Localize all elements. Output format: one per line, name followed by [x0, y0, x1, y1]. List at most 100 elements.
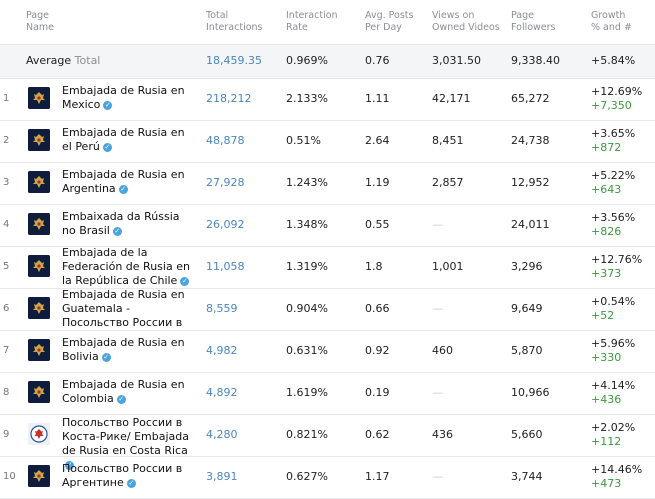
page-name-text: Embaixada da Rússia no Brasil	[62, 210, 180, 237]
growth-absolute: +7,350	[591, 99, 632, 112]
header-page-name[interactable]: Page Name	[26, 10, 54, 34]
page-name[interactable]: Посольство России в Аргентине ✓	[62, 462, 192, 490]
average-total-interactions[interactable]: 18,459.35	[206, 54, 262, 67]
page-avatar[interactable]	[28, 381, 50, 403]
page-followers: 3,744	[511, 470, 543, 483]
growth-absolute: +872	[591, 141, 622, 154]
average-sublabel: Total	[74, 54, 101, 67]
interaction-rate: 0.51%	[286, 134, 321, 147]
total-interactions[interactable]: 218,212	[206, 92, 252, 105]
total-interactions[interactable]: 11,058	[206, 260, 245, 273]
table-row[interactable]: 5 Embajada de la Federación de Rusia en l…	[0, 246, 655, 289]
page-name-text: Посольство России в Аргентине	[62, 462, 183, 489]
page-name[interactable]: Embajada de Rusia en Colombia ✓	[62, 378, 192, 406]
page-avatar[interactable]	[28, 339, 50, 361]
page-followers: 5,870	[511, 344, 543, 357]
growth-percent: +14.46%	[591, 463, 643, 476]
page-name-text: Embajada de Rusia en Mexico	[62, 84, 185, 111]
interaction-rate: 1.348%	[286, 218, 328, 231]
header-text: Owned Videos	[432, 22, 500, 33]
growth-absolute: +112	[591, 435, 622, 448]
table-row[interactable]: 8 Embajada de Rusia en Colombia ✓ 4,892 1.61…	[0, 372, 655, 415]
header-text: Total	[206, 10, 229, 21]
table-row[interactable]: 10 Посольство России в Аргентине ✓ 3,891 0.6…	[0, 456, 655, 499]
views-owned-videos: 8,451	[432, 134, 464, 147]
header-text: Growth	[591, 10, 626, 21]
total-interactions[interactable]: 48,878	[206, 134, 245, 147]
page-name[interactable]: Embajada de Rusia en Mexico ✓	[62, 84, 192, 112]
page-avatar[interactable]	[28, 423, 50, 445]
growth-absolute: +643	[591, 183, 622, 196]
header-views[interactable]: Views on Owned Videos	[432, 10, 500, 34]
table-row[interactable]: 3 Embajada de Rusia en Argentina ✓ 27,928 1.…	[0, 162, 655, 205]
page-avatar[interactable]	[28, 171, 50, 193]
table-row[interactable]: 7 Embajada de Rusia en Bolivia ✓ 4,982 0.631…	[0, 330, 655, 373]
total-interactions[interactable]: 26,092	[206, 218, 245, 231]
eagle-crest-icon	[28, 465, 50, 487]
verified-icon: ✓	[126, 478, 136, 488]
growth-percent: +5.96%	[591, 337, 636, 350]
verified-icon: ✓	[116, 394, 126, 404]
page-name[interactable]: Посольство России в Коста-Рике/ Embajada…	[62, 416, 192, 472]
growth-absolute: +52	[591, 309, 615, 322]
average-followers: 9,338.40	[511, 54, 560, 67]
header-avg-posts[interactable]: Avg. Posts Per Day	[365, 10, 413, 34]
page-avatar[interactable]	[28, 297, 50, 319]
page-followers: 65,272	[511, 92, 550, 105]
table-row[interactable]: 9 Посольство России в Коста-Рике/ Embajad…	[0, 414, 655, 470]
header-text: Followers	[511, 22, 556, 33]
header-total-interactions[interactable]: Total Interactions	[206, 10, 263, 34]
header-interaction-rate[interactable]: Interaction Rate	[286, 10, 338, 34]
growth-percent: +3.65%	[591, 127, 636, 140]
views-owned-videos: —	[432, 386, 443, 399]
page-name[interactable]: Embajada de la Federación de Rusia en la…	[62, 246, 192, 287]
table-row[interactable]: 2 Embajada de Rusia en el Perú ✓ 48,878 0.51…	[0, 120, 655, 163]
growth-absolute: +473	[591, 477, 622, 490]
verified-icon: ✓	[101, 352, 111, 362]
interaction-rate: 2.133%	[286, 92, 328, 105]
page-avatar[interactable]	[28, 465, 50, 487]
table-row[interactable]: 4 Embaixada da Rússia no Brasil ✓ 26,092 1.3…	[0, 204, 655, 247]
page-name[interactable]: Embajada de Rusia en Guatemala - Посольс…	[62, 288, 192, 329]
row-rank: 5	[3, 261, 10, 272]
header-growth[interactable]: Growth% and #	[591, 10, 632, 34]
page-avatar[interactable]	[28, 255, 50, 277]
page-avatar[interactable]	[28, 213, 50, 235]
page-name-text: Embajada de Rusia en Colombia	[62, 378, 185, 405]
header-followers[interactable]: Page Followers	[511, 10, 556, 34]
total-interactions[interactable]: 3,891	[206, 470, 238, 483]
header-text: % and #	[591, 22, 632, 33]
interaction-rate: 0.627%	[286, 470, 328, 483]
header-text: Interaction	[286, 10, 338, 21]
total-interactions[interactable]: 4,280	[206, 428, 238, 441]
average-label-text: Average	[26, 54, 72, 67]
page-name-text: Embajada de la Federación de Rusia en la…	[62, 246, 190, 287]
total-interactions[interactable]: 27,928	[206, 176, 245, 189]
page-name[interactable]: Embajada de Rusia en Bolivia ✓	[62, 336, 192, 364]
row-rank: 7	[3, 345, 10, 356]
table-row[interactable]: 1 Embajada de Rusia en Mexico ✓ 218,212 2.13…	[0, 78, 655, 121]
views-owned-videos: 42,171	[432, 92, 471, 105]
eagle-crest-icon	[28, 423, 50, 445]
table-row[interactable]: 6 Embajada de Rusia en Guatemala - Посоль…	[0, 288, 655, 331]
page-followers: 24,011	[511, 218, 550, 231]
page-followers: 5,660	[511, 428, 543, 441]
total-interactions[interactable]: 4,982	[206, 344, 238, 357]
header-text: Page	[511, 10, 534, 21]
avg-posts-per-day: 0.92	[365, 344, 390, 357]
total-interactions[interactable]: 4,892	[206, 386, 238, 399]
total-interactions[interactable]: 8,559	[206, 302, 238, 315]
page-name[interactable]: Embajada de Rusia en el Perú ✓	[62, 126, 192, 154]
eagle-crest-icon	[28, 129, 50, 151]
views-owned-videos: 460	[432, 344, 453, 357]
row-rank: 8	[3, 387, 10, 398]
page-avatar[interactable]	[28, 87, 50, 109]
growth-percent: +12.76%	[591, 253, 643, 266]
avg-posts-per-day: 1.8	[365, 260, 383, 273]
eagle-crest-icon	[28, 87, 50, 109]
page-name[interactable]: Embaixada da Rússia no Brasil ✓	[62, 210, 192, 238]
verified-icon: ✓	[65, 460, 74, 470]
header-text: Views on	[432, 10, 475, 21]
page-avatar[interactable]	[28, 129, 50, 151]
page-name[interactable]: Embajada de Rusia en Argentina ✓	[62, 168, 192, 196]
